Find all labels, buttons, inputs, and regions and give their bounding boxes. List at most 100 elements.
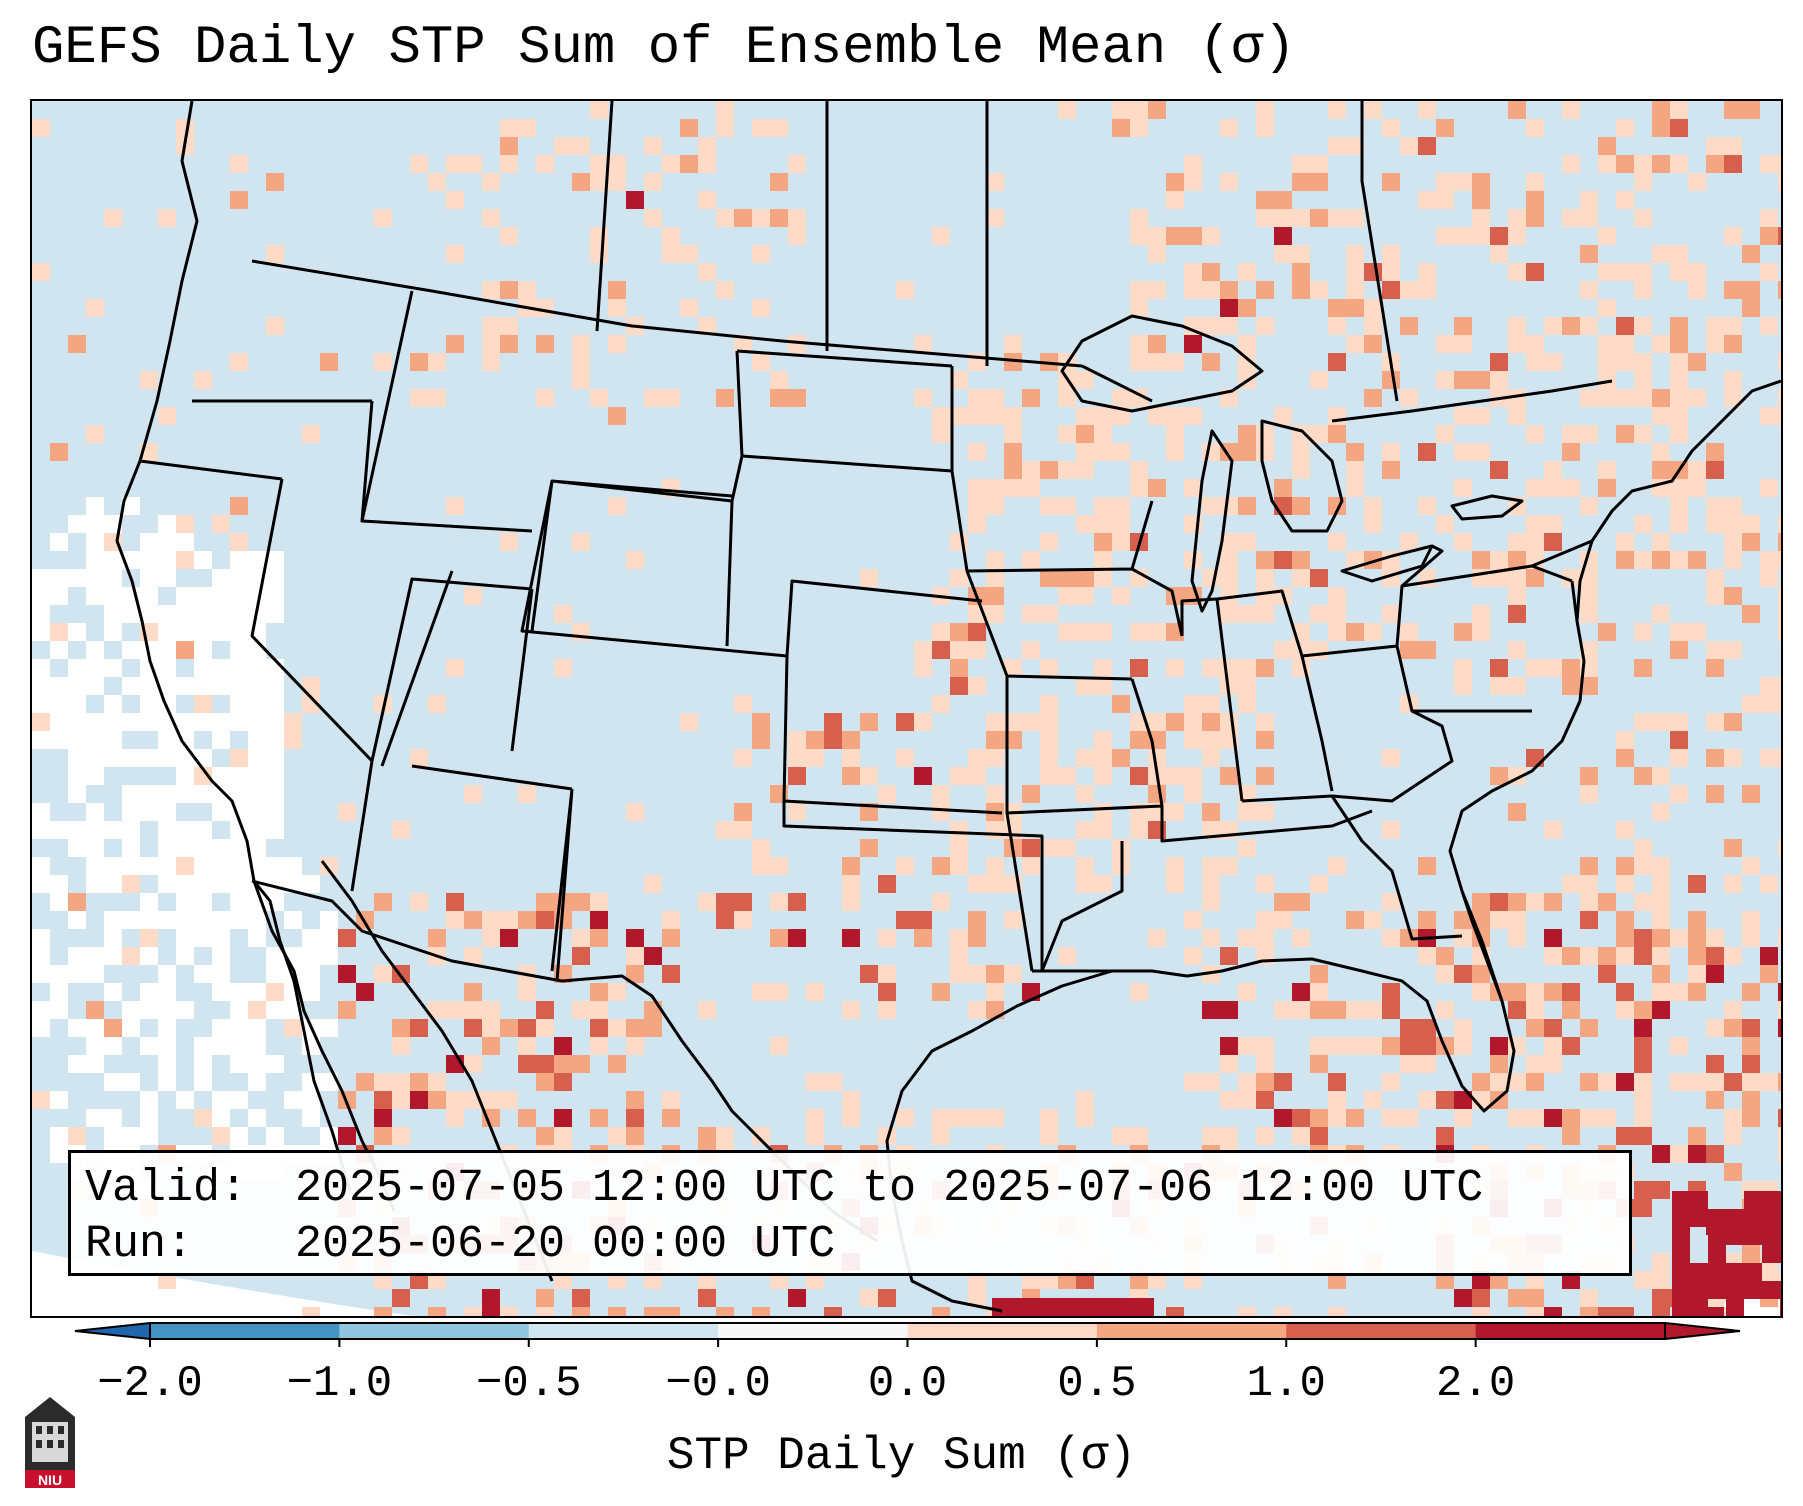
anomaly-cell bbox=[1346, 245, 1364, 263]
anomaly-cell bbox=[1094, 749, 1112, 767]
masked-cell bbox=[50, 641, 68, 659]
anomaly-cell bbox=[1580, 641, 1598, 659]
anomaly-cell bbox=[1364, 1091, 1382, 1109]
masked-cell bbox=[266, 695, 284, 713]
colorbar-tick-label: 0.5 bbox=[1057, 1359, 1136, 1409]
anomaly-cell bbox=[1256, 569, 1274, 587]
anomaly-cell bbox=[1382, 929, 1400, 947]
anomaly-cell bbox=[410, 749, 428, 767]
anomaly-cell bbox=[428, 173, 446, 191]
anomaly-cell bbox=[1742, 857, 1760, 875]
anomaly-cell bbox=[1706, 317, 1724, 335]
anomaly-cell bbox=[1166, 803, 1184, 821]
masked-cell bbox=[212, 1091, 230, 1109]
anomaly-cell bbox=[446, 1001, 464, 1019]
anomaly-cell bbox=[1652, 605, 1670, 623]
anomaly-cell bbox=[1022, 857, 1040, 875]
anomaly-cell bbox=[1562, 569, 1580, 587]
anomaly-cell bbox=[1580, 947, 1598, 965]
anomaly-cell bbox=[1742, 605, 1760, 623]
anomaly-cell bbox=[662, 1109, 680, 1127]
masked-cell bbox=[68, 731, 86, 749]
anomaly-cell bbox=[1472, 551, 1490, 569]
anomaly-cell bbox=[1724, 947, 1742, 965]
anomaly-cell bbox=[1076, 461, 1094, 479]
anomaly-cell bbox=[1130, 335, 1148, 353]
anomaly-cell bbox=[1382, 1001, 1400, 1019]
masked-cell bbox=[122, 911, 140, 929]
anomaly-cell bbox=[1202, 443, 1220, 461]
anomaly-cell bbox=[1652, 875, 1670, 893]
anomaly-cell bbox=[1184, 407, 1202, 425]
anomaly-cell bbox=[1454, 965, 1472, 983]
anomaly-cell bbox=[1472, 371, 1490, 389]
anomaly-cell bbox=[1652, 1181, 1670, 1199]
anomaly-cell bbox=[896, 749, 914, 767]
masked-cell bbox=[212, 767, 230, 785]
anomaly-cell bbox=[1580, 389, 1598, 407]
masked-cell bbox=[104, 623, 122, 641]
anomaly-cell bbox=[374, 209, 392, 227]
anomaly-cell bbox=[1256, 659, 1274, 677]
anomaly-cell bbox=[950, 965, 968, 983]
anomaly-cell bbox=[338, 929, 356, 947]
anomaly-cell bbox=[1292, 281, 1310, 299]
masked-cell bbox=[194, 839, 212, 857]
anomaly-cell bbox=[788, 749, 806, 767]
anomaly-cell bbox=[1490, 353, 1508, 371]
anomaly-cell bbox=[1562, 1127, 1580, 1145]
anomaly-cell bbox=[266, 317, 284, 335]
anomaly-cell bbox=[986, 407, 1004, 425]
anomaly-cell bbox=[608, 1307, 626, 1316]
anomaly-cell bbox=[1652, 947, 1670, 965]
anomaly-cell bbox=[1508, 605, 1526, 623]
masked-cell bbox=[194, 749, 212, 767]
anomaly-cell bbox=[1094, 425, 1112, 443]
anomaly-cell bbox=[1778, 551, 1781, 569]
anomaly-cell-strong bbox=[1744, 1281, 1762, 1299]
anomaly-cell bbox=[1112, 389, 1130, 407]
masked-cell bbox=[140, 551, 158, 569]
masked-cell bbox=[122, 1001, 140, 1019]
anomaly-cell bbox=[554, 605, 572, 623]
anomaly-cell bbox=[1778, 155, 1781, 173]
anomaly-cell bbox=[968, 875, 986, 893]
anomaly-cell bbox=[1652, 1253, 1670, 1271]
anomaly-cell bbox=[1202, 317, 1220, 335]
anomaly-cell bbox=[1652, 533, 1670, 551]
anomaly-cell-strong bbox=[1726, 1263, 1744, 1281]
anomaly-cell bbox=[1742, 533, 1760, 551]
anomaly-cell bbox=[464, 911, 482, 929]
anomaly-cell bbox=[158, 407, 176, 425]
masked-cell bbox=[86, 713, 104, 731]
anomaly-cell bbox=[644, 875, 662, 893]
anomaly-cell bbox=[878, 1289, 896, 1307]
masked-cell bbox=[140, 713, 158, 731]
anomaly-cell bbox=[1328, 101, 1346, 119]
masked-cell bbox=[194, 893, 212, 911]
anomaly-cell bbox=[536, 893, 554, 911]
anomaly-cell bbox=[1436, 371, 1454, 389]
anomaly-cell bbox=[572, 353, 590, 371]
anomaly-cell bbox=[626, 1109, 644, 1127]
anomaly-cell bbox=[1454, 407, 1472, 425]
anomaly-cell bbox=[1454, 1109, 1472, 1127]
masked-cell bbox=[104, 1109, 122, 1127]
anomaly-cell bbox=[1508, 569, 1526, 587]
anomaly-cell bbox=[140, 371, 158, 389]
anomaly-cell bbox=[482, 911, 500, 929]
anomaly-cell bbox=[1598, 623, 1616, 641]
colorbar-segments bbox=[150, 1323, 1666, 1339]
anomaly-cell bbox=[1724, 317, 1742, 335]
masked-cell bbox=[284, 1091, 302, 1109]
anomaly-cell bbox=[986, 731, 1004, 749]
anomaly-cell bbox=[1184, 173, 1202, 191]
anomaly-cell bbox=[1076, 443, 1094, 461]
anomaly-cell bbox=[1634, 1109, 1652, 1127]
anomaly-cell bbox=[1526, 173, 1544, 191]
anomaly-cell bbox=[230, 533, 248, 551]
masked-cell bbox=[32, 857, 50, 875]
masked-cell bbox=[248, 767, 266, 785]
anomaly-cell bbox=[1076, 821, 1094, 839]
anomaly-cell-strong bbox=[1780, 1191, 1781, 1209]
